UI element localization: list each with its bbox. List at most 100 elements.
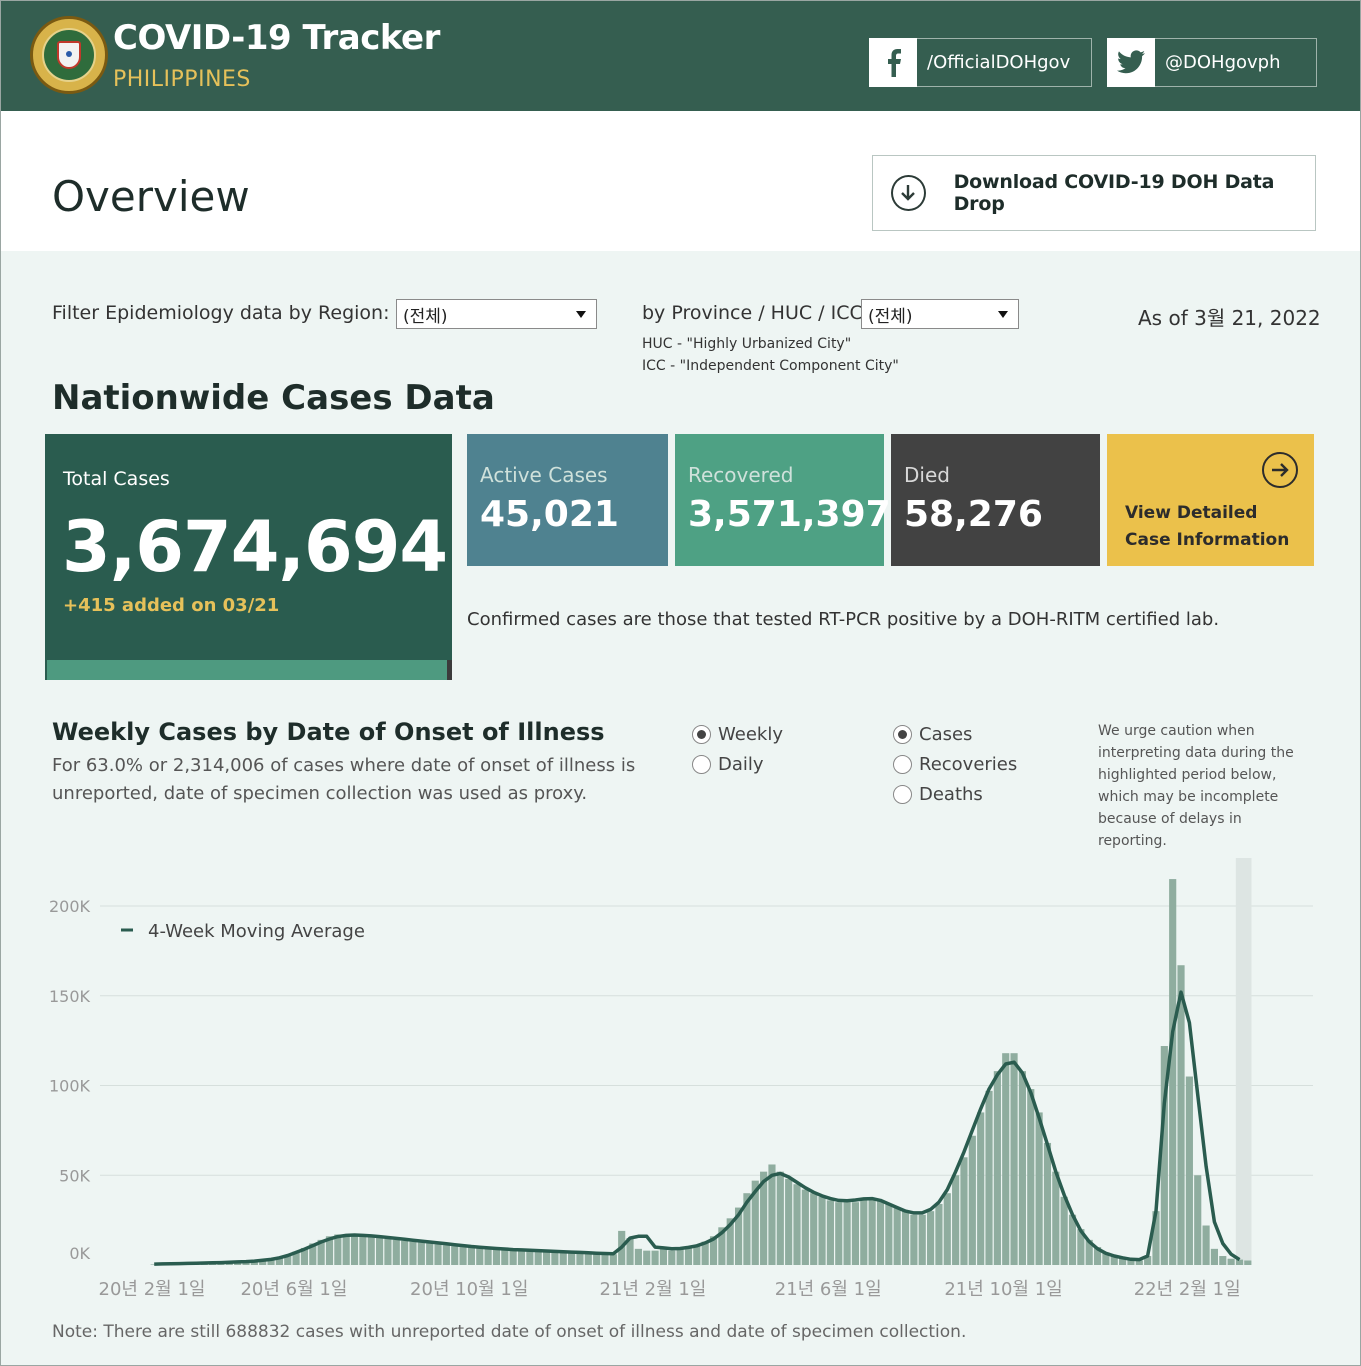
chart-bar xyxy=(676,1247,684,1265)
chart-bar xyxy=(1169,879,1177,1265)
chart-bar xyxy=(559,1252,567,1265)
x-tick-label: 20년 2월 1일 xyxy=(99,1279,206,1300)
chart-bar xyxy=(960,1157,968,1265)
chart-bar xyxy=(576,1252,584,1265)
x-tick-label: 22년 2월 1일 xyxy=(1134,1279,1241,1300)
radio-cases[interactable]: Cases xyxy=(893,724,972,745)
chart-bar xyxy=(835,1202,843,1265)
chart-bar xyxy=(459,1247,467,1265)
chart-bar xyxy=(910,1214,918,1265)
as-of-date: As of 3월 21, 2022 xyxy=(1138,306,1321,330)
twitter-link[interactable]: @DOHgovph xyxy=(1107,37,1317,87)
chart-bar xyxy=(709,1236,718,1265)
chart-bar xyxy=(734,1207,743,1265)
chart-bar xyxy=(300,1247,309,1265)
recovered-label: Recovered xyxy=(688,463,794,487)
download-data-drop-button[interactable]: Download COVID-19 DOH Data Drop xyxy=(872,155,1316,231)
chart-bar xyxy=(1210,1248,1219,1265)
radio-cases-label: Cases xyxy=(919,724,973,745)
chart-bar xyxy=(434,1244,442,1265)
chart-bar xyxy=(542,1251,551,1265)
chart-bar xyxy=(726,1218,734,1265)
chart-bar xyxy=(1110,1256,1118,1265)
chart-bar xyxy=(826,1200,834,1265)
download-label: Download COVID-19 DOH Data Drop xyxy=(953,171,1275,215)
nationwide-title: Nationwide Cases Data xyxy=(52,378,495,418)
chart-bar xyxy=(1177,965,1185,1265)
died-card: Died 58,276 xyxy=(891,434,1100,566)
chart-bar xyxy=(818,1196,826,1265)
chart-bar xyxy=(659,1247,668,1265)
chart-bar xyxy=(843,1202,851,1265)
chart-bar xyxy=(609,1254,617,1265)
chart-bar xyxy=(1085,1239,1093,1265)
chart-bar xyxy=(1043,1142,1052,1265)
region-select[interactable]: (전체) xyxy=(396,299,597,329)
radio-weekly[interactable]: Weekly xyxy=(692,724,783,745)
radio-deaths[interactable]: Deaths xyxy=(893,784,983,805)
chart-bar xyxy=(342,1234,350,1265)
chart-bar xyxy=(1202,1225,1210,1265)
chart-bar xyxy=(1219,1256,1227,1265)
chart-bar xyxy=(1093,1247,1102,1265)
chart-bar xyxy=(793,1184,801,1265)
chart-bar xyxy=(384,1238,392,1265)
chart-bar xyxy=(935,1203,943,1265)
total-cases-value: 3,674,694 xyxy=(62,506,448,588)
confirmed-cases-note: Confirmed cases are those that tested RT… xyxy=(467,609,1220,630)
chart-bar xyxy=(885,1203,893,1265)
radio-daily[interactable]: Daily xyxy=(692,754,764,775)
chart-bar xyxy=(526,1250,534,1265)
view-detailed-case-button[interactable]: View Detailed Case Information xyxy=(1107,434,1314,566)
chart-bar xyxy=(250,1261,258,1265)
chart-bar xyxy=(801,1189,809,1265)
chart-bar xyxy=(593,1253,601,1265)
chart-bar xyxy=(350,1235,359,1265)
chart-bar xyxy=(785,1178,793,1265)
chart-bar xyxy=(1002,1053,1010,1265)
twitter-handle: @DOHgovph xyxy=(1165,52,1281,73)
radio-weekly-label: Weekly xyxy=(718,724,783,745)
chart-bar xyxy=(584,1253,592,1265)
y-tick-label: 150K xyxy=(49,987,91,1006)
chart-bar xyxy=(484,1248,492,1265)
chart-bar xyxy=(1185,1076,1193,1265)
chart-bar xyxy=(684,1247,693,1265)
app-subtitle: PHILIPPINES xyxy=(113,67,251,92)
chart-bar xyxy=(1144,1256,1152,1265)
province-select[interactable]: (전체) xyxy=(861,299,1019,329)
chart-bar xyxy=(492,1249,501,1265)
chart-bar xyxy=(651,1250,659,1265)
chart-bar xyxy=(334,1234,342,1265)
chart-bar xyxy=(693,1245,701,1265)
chart-bar xyxy=(292,1251,300,1265)
total-cases-accent-bar xyxy=(47,660,447,680)
dropdown-caret-icon xyxy=(576,311,586,318)
chart-bar xyxy=(1135,1260,1143,1265)
radio-deaths-label: Deaths xyxy=(919,784,983,805)
weekly-chart-title: Weekly Cases by Date of Onset of Illness xyxy=(52,718,605,746)
chart-bar xyxy=(1227,1258,1235,1265)
chart-bar xyxy=(760,1171,768,1265)
chart-bar xyxy=(1077,1229,1085,1265)
total-cases-added: +415 added on 03/21 xyxy=(63,595,280,616)
chart-bar xyxy=(993,1071,1001,1265)
chart-bar xyxy=(768,1164,776,1265)
chart-bar xyxy=(1060,1196,1068,1265)
chart-bar xyxy=(1102,1252,1110,1265)
radio-recoveries[interactable]: Recoveries xyxy=(893,754,1017,775)
died-value: 58,276 xyxy=(904,494,1043,535)
x-tick-label: 21년 2월 1일 xyxy=(599,1279,706,1300)
facebook-link[interactable]: /OfficialDOHgov xyxy=(869,37,1092,87)
chart-bar xyxy=(259,1260,267,1265)
chart-bar xyxy=(1127,1259,1135,1265)
chart-bar xyxy=(476,1248,484,1265)
radio-button xyxy=(893,755,912,774)
y-tick-label: 100K xyxy=(49,1077,91,1096)
x-tick-label: 20년 10월 1일 xyxy=(410,1279,528,1300)
x-tick-label: 21년 10월 1일 xyxy=(944,1279,1062,1300)
chart-bar xyxy=(1235,1259,1244,1265)
x-tick-label: 21년 6월 1일 xyxy=(775,1279,882,1300)
province-filter-label: by Province / HUC / ICC: xyxy=(642,302,870,324)
chart-bar xyxy=(1152,1211,1160,1265)
